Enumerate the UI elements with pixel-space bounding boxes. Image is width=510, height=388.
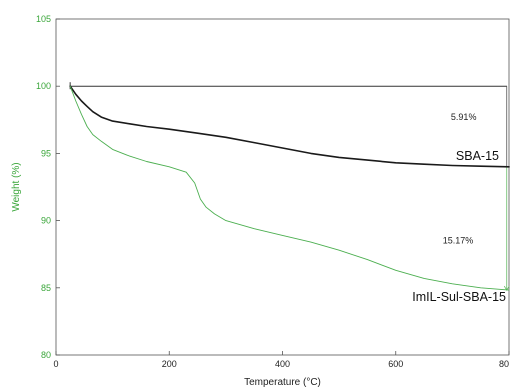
x-tick-label: 200 [162, 359, 177, 369]
y-tick-label: 100 [36, 81, 51, 91]
y-tick-label: 85 [41, 283, 51, 293]
x-tick-label: 400 [275, 359, 290, 369]
y-tick-label: 95 [41, 148, 51, 158]
y-tick-label: 80 [41, 350, 51, 360]
x-tick-label: 80 [499, 359, 509, 369]
y-tick-label: 105 [36, 14, 51, 24]
y-axis-title: Weight (%) [11, 162, 22, 211]
series-line-imil-sul-sba15 [69, 85, 510, 291]
x-tick-label: 600 [388, 359, 403, 369]
axes-layer: 80 85 90 95 100 105 0 200 400 600 80 Temperature (°… [11, 14, 510, 388]
plot-frame [55, 18, 510, 356]
annotation-layer: 5.91% 15.17% SBA-15 ImIL-Sul-SBA-15 [412, 112, 506, 304]
mass-loss-label: 5.91% [451, 112, 477, 122]
series-label: ImIL-Sul-SBA-15 [412, 290, 506, 304]
x-axis-title: Temperature (°C) [244, 377, 321, 388]
series-line-sba15 [69, 85, 510, 168]
mass-loss-label: 15.17% [443, 235, 474, 245]
series-label: SBA-15 [456, 149, 499, 163]
x-tick-label: 0 [53, 359, 58, 369]
y-tick-label: 90 [41, 216, 51, 226]
series-layer [69, 85, 510, 291]
reference-layer [69, 82, 510, 291]
